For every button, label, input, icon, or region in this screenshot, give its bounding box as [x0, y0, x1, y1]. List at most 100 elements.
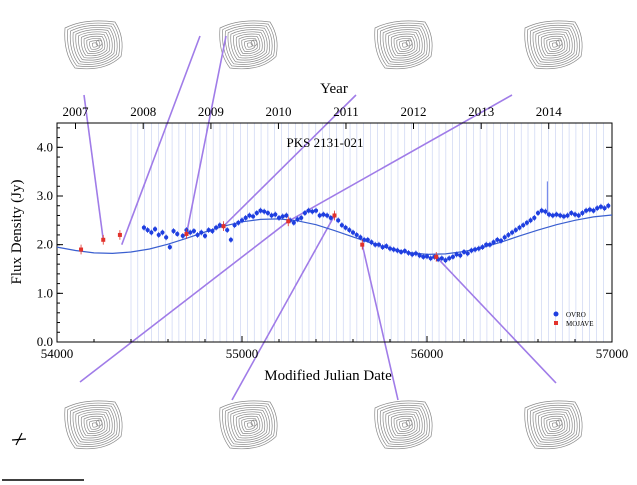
ovro-point: [410, 252, 415, 257]
ovro-point: [214, 225, 219, 230]
contour-line: [86, 418, 103, 432]
contour-line: [89, 420, 101, 430]
connector-line: [83, 94, 105, 240]
map-top-3: [374, 20, 433, 70]
contour-line: [393, 415, 416, 434]
contour-line: [388, 411, 421, 439]
ovro-point: [391, 247, 396, 252]
contour-line: [75, 409, 113, 441]
contour-line: [393, 35, 416, 54]
connector-line: [231, 215, 336, 401]
y-tick-label: 0.0: [37, 334, 53, 349]
contour-line: [401, 422, 408, 428]
contour-line: [95, 39, 103, 47]
contour-line: [388, 31, 421, 59]
contour-line: [91, 422, 98, 428]
contour-line: [219, 400, 278, 450]
vertical-gridlines: [130, 123, 604, 342]
contour-line: [527, 22, 581, 67]
ovro-point: [572, 212, 578, 217]
connector-line: [435, 256, 557, 384]
plot-frame: [56, 122, 613, 343]
contour-line: [377, 22, 431, 67]
contour-line: [543, 35, 566, 54]
legend-mojave-label: MOJAVE: [566, 320, 594, 328]
contour-line: [546, 418, 563, 432]
contour-line: [64, 400, 123, 450]
ovro-point: [547, 212, 552, 217]
map-top-4: [524, 20, 583, 70]
ovro-point: [284, 213, 289, 218]
ovro-point: [236, 220, 241, 225]
ovro-point: [580, 210, 585, 216]
ovro-point: [417, 253, 422, 258]
contour-line: [227, 27, 271, 63]
contour-line: [238, 415, 261, 434]
ovro-point: [447, 256, 452, 261]
ovro-point: [454, 252, 459, 257]
ovro-point: [413, 251, 418, 256]
mojave-point: [434, 254, 439, 259]
contour-line: [527, 402, 581, 447]
contour-line: [250, 39, 258, 47]
ovro-point: [343, 225, 348, 230]
ovro-point: [210, 228, 215, 234]
contour-line: [235, 33, 263, 57]
ovro-point: [576, 213, 581, 218]
ovro-point: [291, 220, 296, 225]
ovro-point: [202, 233, 208, 239]
ovro-point: [473, 247, 478, 252]
ovro-point: [152, 226, 158, 232]
ovro-point: [295, 217, 300, 222]
contour-line: [86, 38, 103, 52]
contour-line: [524, 20, 583, 70]
map-bottom-4: [524, 400, 583, 450]
contour-line: [405, 419, 413, 427]
contour-line: [379, 24, 428, 65]
ovro-point: [171, 228, 176, 234]
ovro-point: [543, 209, 548, 214]
contour-line: [529, 404, 578, 445]
ovro-point: [141, 225, 147, 230]
ovro-point: [498, 238, 504, 243]
ovro-point: [273, 212, 278, 217]
ovro-point: [306, 208, 311, 213]
contour-line: [230, 409, 268, 441]
ovro-point: [569, 210, 574, 216]
y-tick-label: 4.0: [37, 139, 53, 154]
contour-line: [241, 418, 258, 432]
contour-line: [396, 418, 413, 432]
contour-line: [224, 404, 273, 445]
map-top-2: [219, 20, 278, 70]
ovro-point: [554, 212, 559, 217]
ovro-point: [509, 230, 515, 235]
x-tick-label: 54000: [41, 346, 74, 361]
ovro-point: [354, 232, 359, 238]
year-tick-label: 2007: [63, 104, 90, 119]
contour-line: [532, 407, 576, 443]
ovro-point: [595, 206, 600, 211]
ovro-point: [299, 215, 304, 220]
ovro-point: [402, 248, 407, 254]
year-tick-label: 2012: [400, 104, 426, 119]
year-tick-label: 2011: [333, 104, 359, 119]
contour-line: [250, 419, 258, 427]
contour-line: [222, 22, 276, 67]
ovro-point: [191, 228, 196, 234]
ovro-point: [175, 231, 180, 237]
ovro-point: [280, 214, 285, 219]
year-tick-label: 2010: [265, 104, 291, 119]
ovro-point: [561, 214, 567, 219]
ovro-point: [461, 249, 467, 255]
map-bottom-2: [219, 400, 278, 450]
y-tick-label: 3.0: [37, 188, 53, 203]
contour-line: [551, 422, 558, 428]
ovro-point: [310, 209, 315, 214]
year-tick-label: 2013: [468, 104, 494, 119]
ovro-point: [365, 237, 370, 242]
ovro-point: [502, 235, 507, 240]
contour-line: [540, 413, 568, 437]
mojave-point: [101, 237, 106, 242]
contour-line: [95, 419, 103, 427]
ovro-point: [606, 203, 611, 208]
